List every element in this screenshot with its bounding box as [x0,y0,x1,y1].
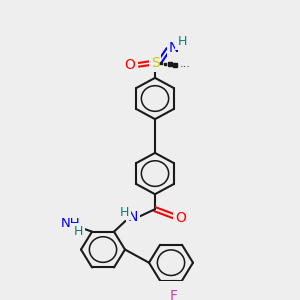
Text: H: H [73,225,83,238]
Text: NH: NH [61,217,81,230]
Text: S: S [151,56,159,70]
Text: O: O [124,58,135,72]
Text: O: O [176,211,186,225]
Text: N: N [128,210,138,224]
Text: H: H [177,35,187,48]
Text: F: F [170,289,178,300]
Text: H: H [119,206,129,218]
Text: N: N [169,41,179,55]
Text: ···: ··· [180,61,191,72]
